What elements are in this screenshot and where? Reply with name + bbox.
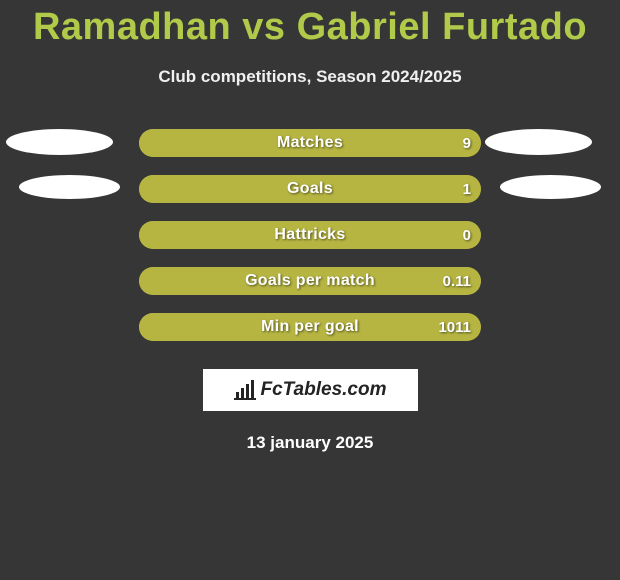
stat-row: Hattricks0 [0,221,620,249]
stat-bar: Hattricks0 [139,221,481,249]
date-text: 13 january 2025 [0,433,620,453]
right-marker-ellipse [485,129,592,155]
stat-label: Goals per match [139,267,481,295]
stat-row: Matches9 [0,129,620,157]
stat-value: 1011 [438,313,471,341]
page-title: Ramadhan vs Gabriel Furtado [0,0,620,49]
stat-value: 0.11 [443,267,471,295]
right-marker-ellipse [500,175,601,199]
left-marker-ellipse [19,175,120,199]
stat-bar: Matches9 [139,129,481,157]
stat-label: Goals [139,175,481,203]
stat-bar: Goals1 [139,175,481,203]
stats-rows: Matches9Goals1Hattricks0Goals per match0… [0,129,620,341]
bar-chart-icon [233,379,257,401]
stat-label: Min per goal [139,313,481,341]
brand-text: FcTables.com [260,379,386,401]
stat-row: Goals1 [0,175,620,203]
stat-bar: Goals per match0.11 [139,267,481,295]
stat-value: 9 [463,129,471,157]
stat-label: Hattricks [139,221,481,249]
stat-row: Goals per match0.11 [0,267,620,295]
brand-badge: FcTables.com [203,369,418,411]
stat-value: 1 [463,175,471,203]
stat-row: Min per goal1011 [0,313,620,341]
stat-bar: Min per goal1011 [139,313,481,341]
left-marker-ellipse [6,129,113,155]
stat-label: Matches [139,129,481,157]
subtitle: Club competitions, Season 2024/2025 [0,67,620,87]
stat-value: 0 [463,221,471,249]
